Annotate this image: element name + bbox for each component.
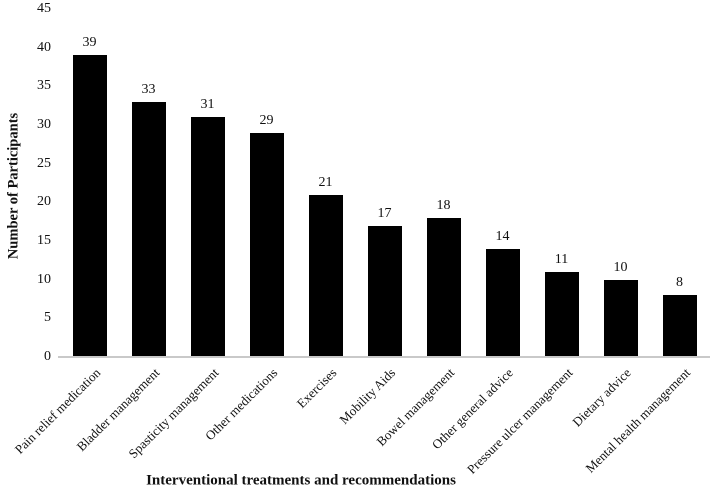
bar [308,194,343,356]
bar-value-label: 10 [613,259,628,275]
y-tick-label: 25 [37,155,51,171]
bar-value-label: 39 [82,35,97,51]
y-tick-label: 20 [37,194,51,210]
x-axis-line [58,356,710,358]
y-tick-label: 45 [37,1,51,16]
bar [603,279,638,356]
bar [544,271,579,356]
bar [485,248,520,356]
bar-value-label: 29 [259,112,274,128]
x-axis-title: Interventional treatments and recommenda… [146,472,456,489]
bar-value-label: 21 [318,174,333,190]
y-tick-label: 40 [37,39,51,55]
x-tick-label: Dietary advice [569,365,635,430]
bar-value-label: 18 [436,197,451,213]
bar-value-label: 31 [200,97,215,113]
x-tick-label: Exercises [293,365,340,411]
y-tick-label: 5 [44,310,51,326]
bar-value-label: 17 [377,205,392,221]
bar-value-label: 14 [495,228,510,244]
y-tick-label: 35 [37,78,51,94]
x-tick-label: Mental health management [582,365,694,476]
bar [367,225,402,356]
bar [426,217,461,356]
x-tick-label: Pressure ulcer management [463,365,576,477]
y-tick-label: 15 [37,233,51,248]
y-tick-label: 10 [37,271,51,287]
bar-value-label: 8 [676,275,683,291]
y-tick-label: 30 [37,117,51,132]
bar-value-label: 33 [141,81,156,97]
bar [190,117,225,356]
x-tick-label: Mobility Aids [336,365,399,427]
bar [662,295,697,356]
y-tick-label: 0 [44,349,51,364]
bar [131,101,166,356]
bar [249,132,284,356]
bar [72,55,107,356]
bar-value-label: 11 [554,251,569,267]
